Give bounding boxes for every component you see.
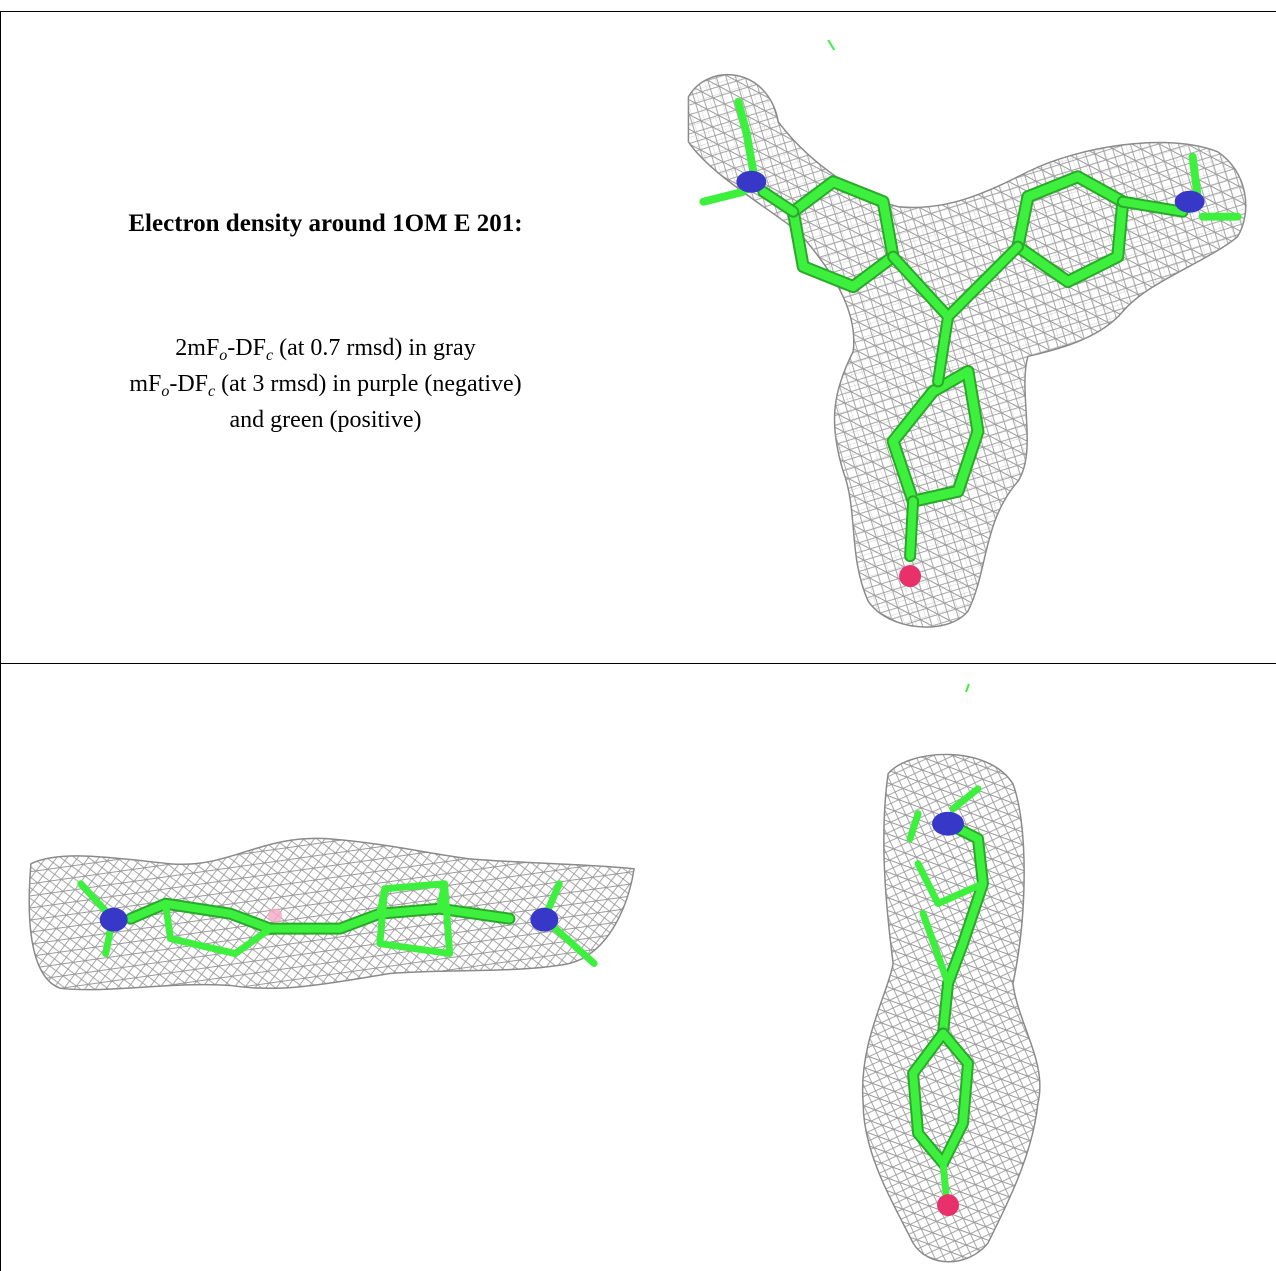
caption-line-mfo: mFo-DFc (at 3 rmsd) in purple (negative) (129, 371, 522, 400)
nitrogen-atom-right (1174, 190, 1205, 213)
caption-line-2mfo: 2mFo-DFc (at 0.7 rmsd) in gray (175, 335, 476, 364)
caption-cell: Electron density around 1OM E 201: 2mFo-… (0, 11, 649, 663)
density-mesh (687, 74, 1247, 628)
molecule-end-svg (861, 683, 1041, 1263)
nitrogen-atom-left (99, 907, 128, 932)
oxygen-atom-hidden (268, 908, 283, 923)
atoms (932, 811, 964, 1217)
density-mesh (28, 837, 635, 991)
nitrogen-atom-top (932, 811, 964, 836)
caption-line-green: and green (positive) (229, 407, 422, 433)
atoms (736, 170, 1205, 588)
positive-density-peak (965, 683, 970, 693)
molecule-front-svg (687, 39, 1247, 628)
nitrogen-atom-left (736, 170, 767, 193)
stick-model (77, 880, 598, 968)
nitrogen-atom-right (530, 907, 559, 932)
caption-title: Electron density around 1OM E 201: (128, 210, 523, 237)
stick-model (906, 785, 989, 1197)
oxygen-atom (899, 565, 922, 588)
density-view-side (0, 663, 649, 1271)
density-view-top (648, 11, 1276, 663)
oxygen-atom (937, 1194, 960, 1217)
density-view-end (648, 663, 1276, 1271)
positive-density-peak (827, 39, 836, 51)
molecule-side-svg (28, 837, 635, 991)
stick-model (699, 97, 1242, 563)
atoms (99, 907, 559, 932)
caption-description: 2mFo-DFc (at 0.7 rmsd) in gray mFo-DFc (… (1, 330, 648, 438)
